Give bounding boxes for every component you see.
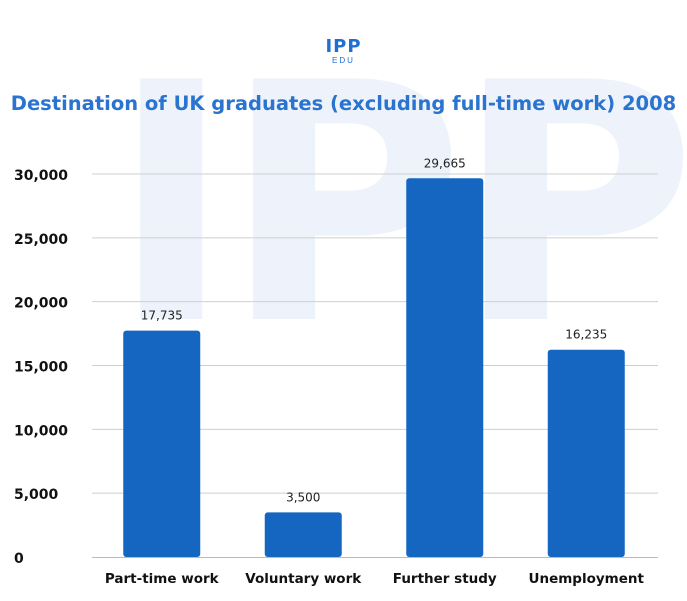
data-label: 3,500 [286, 490, 320, 504]
x-tick-label: Voluntary work [245, 571, 362, 587]
x-tick-label: Unemployment [529, 571, 645, 587]
bar [406, 178, 484, 557]
logo-text: IPP [325, 36, 362, 57]
y-tick-label: 25,000 [14, 232, 68, 248]
y-tick-label: 15,000 [14, 360, 68, 376]
data-label: 17,735 [141, 309, 183, 323]
y-tick-label: 0 [14, 551, 24, 567]
y-tick-label: 20,000 [14, 296, 68, 312]
logo-subtext: EDU [332, 56, 355, 65]
x-tick-label: Part-time work [105, 571, 220, 587]
watermark: IPP [110, 13, 687, 397]
y-tick-label: 5,000 [14, 487, 59, 503]
logo: IPP EDU [0, 36, 687, 66]
bar [123, 330, 201, 557]
chart-title: Destination of UK graduates (excluding f… [10, 92, 677, 115]
bar [547, 349, 625, 557]
x-tick-label: Further study [393, 571, 497, 587]
bar [264, 512, 342, 557]
data-label: 16,235 [565, 328, 607, 342]
y-tick-label: 10,000 [14, 423, 68, 439]
y-tick-label: 30,000 [14, 168, 68, 184]
data-label: 29,665 [424, 156, 466, 170]
